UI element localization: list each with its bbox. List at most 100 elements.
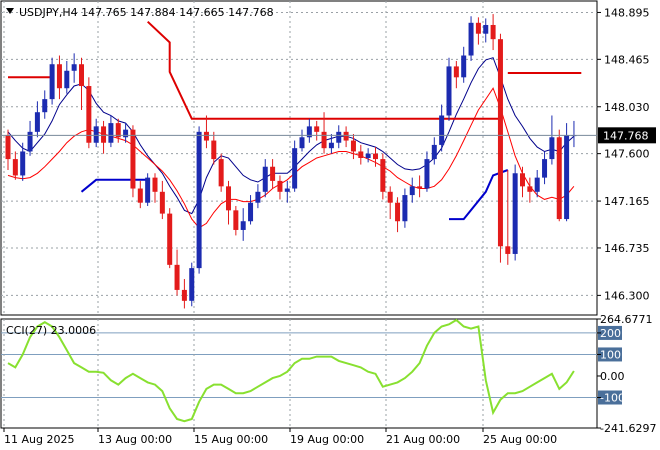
candle-body [358,151,364,158]
candle-body [402,195,408,222]
candle-body [145,177,151,203]
candle-body [365,153,371,158]
price-tick-label: 148.895 [604,6,650,19]
candle-body [27,131,33,152]
candle-body [564,135,570,220]
dropdown-triangle-icon[interactable] [6,8,14,14]
candle-body [248,202,254,222]
cci-tick-label: 264.6771 [600,313,653,326]
candle-body [181,289,187,301]
cci-tick-label: 200 [600,327,621,340]
time-label: 21 Aug 00:00 [386,433,460,446]
candle-body [461,55,467,78]
candle-body [86,86,92,143]
current-price-label: 147.768 [603,129,649,142]
candle-body [549,137,555,160]
cci-gridlines [1,332,597,399]
cci-level-box [598,347,622,362]
current-price-box [598,127,656,144]
cci-panel [0,318,598,429]
candle-body [64,70,70,89]
cci-label: CCI(27) 23.0006 [6,324,96,337]
cci-series-line [7,318,575,423]
step-line-2 [147,20,501,120]
candle-body [20,151,26,176]
candle-body [534,177,540,192]
time-label: 13 Aug 00:00 [98,433,172,446]
candle-body [446,66,452,116]
candle-body [233,210,239,230]
cci-level-box [598,325,622,340]
candle-body [512,173,518,254]
candle-body [130,129,136,189]
candle-body [380,159,386,192]
cci-tick-label: 0.00 [600,370,625,383]
candle-body [93,126,99,143]
cci-level-box [598,390,622,405]
candle-body [101,126,107,143]
candle-body [350,140,356,152]
candle-body [475,22,481,34]
candle-body [123,129,129,138]
candle-body [387,191,393,203]
cci-tick-label: -241.6297 [600,422,656,435]
candle-body [542,159,548,178]
candle-body [284,188,290,192]
candle-body [108,123,114,143]
candle-body [189,268,195,301]
candle-body [196,131,202,269]
candle-body [270,166,276,181]
candle-body [203,131,209,141]
candle-body [299,137,305,149]
price-gridlines [1,11,597,296]
candle-body [42,99,48,113]
cci-line [7,318,575,423]
candle-body [314,126,320,132]
candle-body [5,135,11,160]
candle-body [343,131,349,141]
candle-body [152,177,158,192]
price-tick-label: 146.300 [604,289,650,302]
candle-body [255,191,261,203]
candle-body [71,64,77,71]
candle-body [49,64,55,100]
candle-body [453,66,459,78]
candle-body [174,264,180,290]
candle-body [321,131,327,149]
candle-body [306,126,312,138]
cci-tick-label: -100 [600,392,625,405]
candle-body [159,191,165,214]
candle-body [262,166,268,192]
time-label: 25 Aug 00:00 [483,433,557,446]
candle-body [240,221,246,230]
price-tick-label: 147.600 [604,148,650,161]
candle-body [34,112,40,132]
candle-body [211,140,217,160]
time-label: 19 Aug 00:00 [290,433,364,446]
candle-body [56,64,62,89]
candle-body [373,153,378,160]
candle-body [490,24,496,40]
price-tick-label: 146.735 [604,242,650,255]
cci-tick-label: 100 [600,348,621,361]
price-tick-label: 148.465 [604,53,650,66]
time-label: 15 Aug 00:00 [194,433,268,446]
candle-body [79,64,84,87]
candle-body [115,123,121,138]
candle-body [409,186,415,196]
candle-body [439,115,445,145]
price-axis: 148.895 148.465 148.030 147.600 147.165 146.7… [597,6,650,302]
candle-body [468,22,474,56]
chart-header: USDJPY,H4 147.765 147.884 147.665 147.76… [19,6,274,19]
candle-body [328,142,334,149]
candle-body [395,202,401,222]
price-panel [0,0,598,316]
candle-body [12,159,18,176]
indicator-step-lines [8,20,582,221]
candle-body [497,39,503,247]
candle-body [520,173,525,187]
time-label: 11 Aug 2025 [4,433,74,446]
candle-body [556,137,562,220]
candle-body [167,213,173,265]
